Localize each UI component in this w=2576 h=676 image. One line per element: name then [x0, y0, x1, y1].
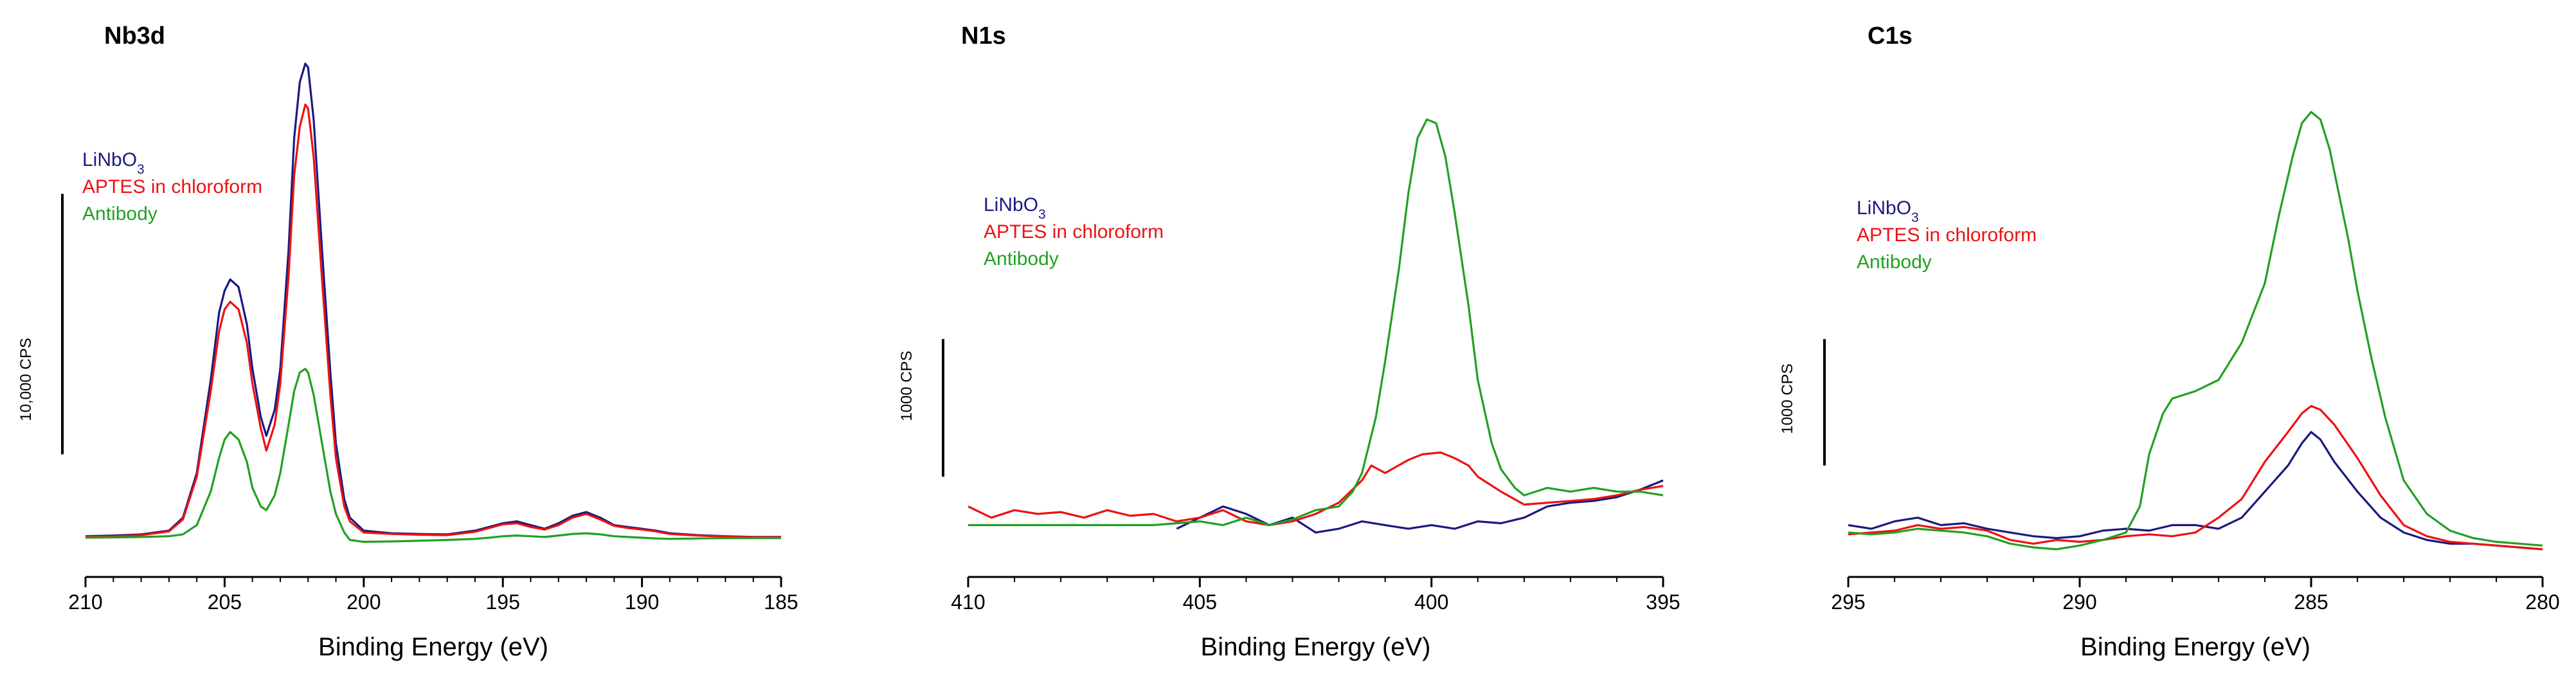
legend-entry: Antibody [984, 248, 1059, 269]
x-axis-label: Binding Energy (eV) [318, 633, 548, 661]
series-line-linbo3 [1848, 431, 2543, 551]
x-tick-label: 200 [347, 590, 381, 614]
x-tick-label: 195 [486, 590, 520, 614]
panel-title: Nb3d [104, 23, 165, 50]
scale-bar-label: 1000 CPS [1779, 363, 1796, 434]
x-tick-label: 205 [208, 590, 242, 614]
x-tick-label: 410 [951, 590, 985, 614]
legend-entry: APTES in chloroform [82, 176, 262, 197]
x-tick-label: 295 [1831, 590, 1865, 614]
series-line-linbo3 [85, 62, 781, 538]
series-line-antibody [85, 367, 781, 543]
x-tick-label: 280 [2525, 590, 2559, 614]
x-tick-label: 285 [2294, 590, 2328, 614]
panel-title: N1s [961, 23, 1006, 50]
x-tick-label: 400 [1414, 590, 1448, 614]
legend-entry: LiNbO3 [984, 194, 1046, 222]
x-tick-label: 405 [1183, 590, 1217, 614]
panel-n1s: N1s 410 405 400 395 Binding Energy (eV) 1000 C… [898, 23, 1680, 661]
x-axis-label: Binding Energy (eV) [2080, 633, 2310, 661]
series-line-aptes-in-chloroform [968, 451, 1664, 526]
legend-entry: APTES in chloroform [984, 221, 1164, 242]
legend-entry: Antibody [1857, 251, 1932, 273]
x-axis-label: Binding Energy (eV) [1201, 633, 1431, 661]
panel-nb3d: Nb3d 210 205 200 195 190 185 Binding Energy (eV… [17, 23, 798, 661]
x-tick-label: 395 [1646, 590, 1680, 614]
panel-c1s: C1s 295 290 285 280 Binding Energy (eV) 1000 C… [1779, 23, 2560, 661]
x-tick-label: 290 [2062, 590, 2096, 614]
legend-entry: LiNbO3 [82, 149, 145, 177]
x-tick-label: 190 [625, 590, 659, 614]
series-line-aptes-in-chloroform [85, 104, 781, 539]
series-line-aptes-in-chloroform [1848, 405, 2543, 551]
x-tick-label: 185 [764, 590, 798, 614]
series-line-linbo3 [1176, 479, 1664, 534]
x-tick-label: 210 [68, 590, 102, 614]
panel-title: C1s [1868, 23, 1913, 50]
series-line-antibody [968, 118, 1664, 526]
scale-bar-label: 1000 CPS [898, 351, 915, 421]
series-line-antibody [1848, 111, 2543, 551]
legend-entry: Antibody [82, 203, 158, 224]
scale-bar-label: 10,000 CPS [17, 338, 35, 421]
legend-entry: APTES in chloroform [1857, 224, 2037, 246]
legend-entry: LiNbO3 [1857, 197, 1919, 225]
